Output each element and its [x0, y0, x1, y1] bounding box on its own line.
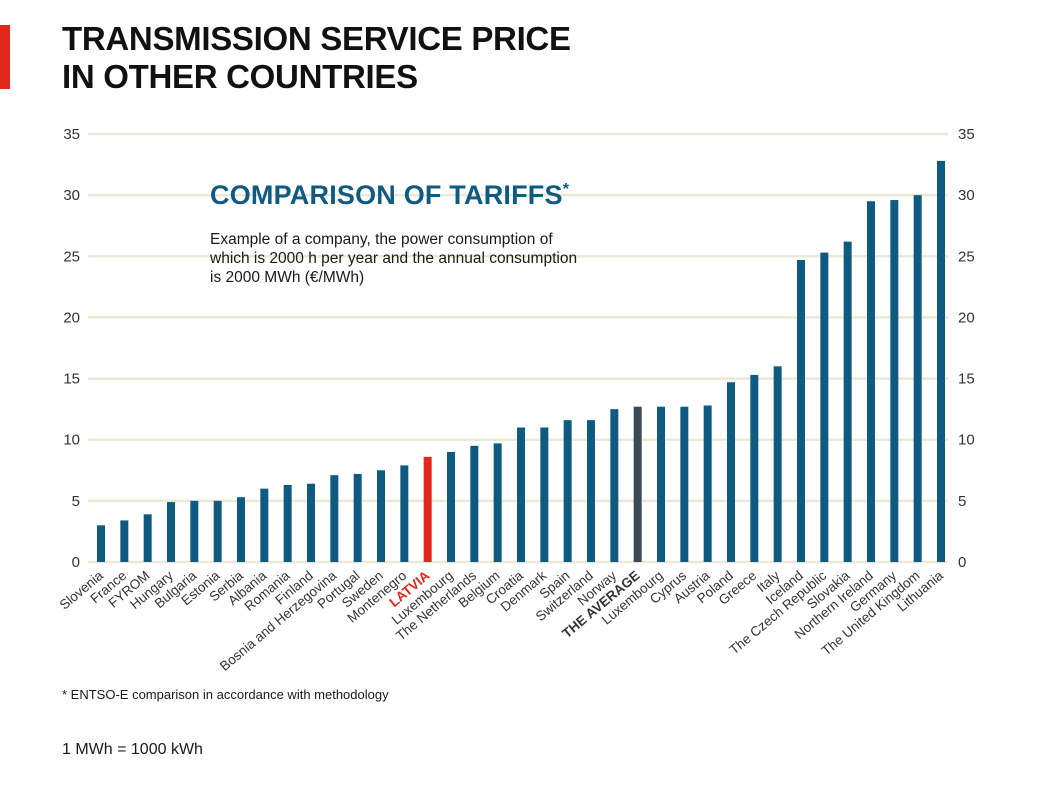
bar	[400, 465, 409, 562]
accent-bar	[0, 25, 10, 89]
bar	[937, 160, 945, 562]
inset-heading: COMPARISON OF TARIFFS*	[210, 180, 569, 211]
page-title-line-2: IN OTHER COUNTRIES	[62, 58, 418, 95]
y-tick-label-right: 5	[958, 493, 966, 510]
inset-heading-footnote-mark: *	[562, 181, 570, 198]
bar	[237, 497, 245, 562]
bar	[587, 420, 595, 562]
y-tick-label-left: 0	[72, 554, 80, 571]
y-axis-left: 0 5 10 15 20 25 30 35	[63, 126, 80, 571]
bar	[330, 475, 339, 562]
y-tick-label-right: 20	[958, 309, 975, 326]
y-tick-label-left: 20	[63, 309, 80, 326]
y-axis-right: 0 5 10 15 20 25 30 35	[958, 126, 975, 571]
bar	[493, 443, 502, 562]
bar	[190, 500, 199, 562]
y-tick-label-left: 25	[63, 248, 80, 265]
inset-description: Example of a company, the power consumpt…	[210, 231, 578, 286]
y-tick-label-right: 15	[958, 371, 975, 388]
bar	[447, 451, 455, 562]
bar	[820, 252, 829, 563]
bar	[913, 195, 922, 562]
bar	[633, 406, 642, 562]
bar	[260, 488, 269, 562]
y-tick-label-right: 35	[958, 126, 975, 143]
x-axis-labels: SloveniaFranceFYROMHungaryBulgariaEstoni…	[57, 567, 947, 673]
page-title: TRANSMISSION SERVICE PRICE IN OTHER COUN…	[62, 20, 571, 96]
bar	[750, 374, 759, 562]
y-tick-label-left: 30	[63, 187, 80, 204]
bar	[680, 406, 689, 562]
bar	[797, 259, 805, 562]
bar	[703, 405, 712, 562]
y-tick-label-right: 25	[958, 248, 975, 265]
page-title-line-1: TRANSMISSION SERVICE PRICE	[62, 20, 571, 57]
bars	[97, 160, 945, 563]
bar	[563, 420, 572, 562]
y-tick-label-left: 35	[63, 126, 80, 143]
bar	[657, 406, 665, 562]
bar	[143, 514, 152, 562]
bar-chart: 0 5 10 15 20 25 30 35 0 5 10 15 20 25 30 35 SloveniaFr…	[57, 126, 975, 674]
bar	[213, 500, 222, 562]
bar	[843, 241, 852, 562]
y-tick-label-right: 10	[958, 432, 975, 449]
bar	[120, 520, 129, 562]
inset-heading-text: COMPARISON OF TARIFFS	[210, 180, 563, 210]
bar	[610, 409, 619, 562]
bar	[97, 525, 105, 562]
y-tick-label-right: 30	[958, 187, 975, 204]
bar	[890, 200, 899, 562]
bar	[867, 201, 875, 562]
bar	[353, 473, 362, 562]
bar	[283, 484, 292, 562]
y-tick-label-left: 15	[63, 371, 80, 388]
bar	[167, 502, 175, 562]
bar	[517, 427, 525, 562]
bar	[470, 445, 479, 562]
bar	[773, 366, 782, 562]
bar	[307, 483, 315, 562]
footnote: * ENTSO-E comparison in accordance with …	[62, 687, 389, 702]
bar	[377, 470, 385, 562]
bar	[423, 456, 432, 562]
bar	[540, 427, 549, 562]
y-tick-label-left: 10	[63, 432, 80, 449]
y-tick-label-left: 5	[72, 493, 80, 510]
unit-note: 1 MWh = 1000 kWh	[62, 741, 203, 758]
y-tick-label-right: 0	[958, 554, 966, 571]
bar	[727, 382, 735, 562]
